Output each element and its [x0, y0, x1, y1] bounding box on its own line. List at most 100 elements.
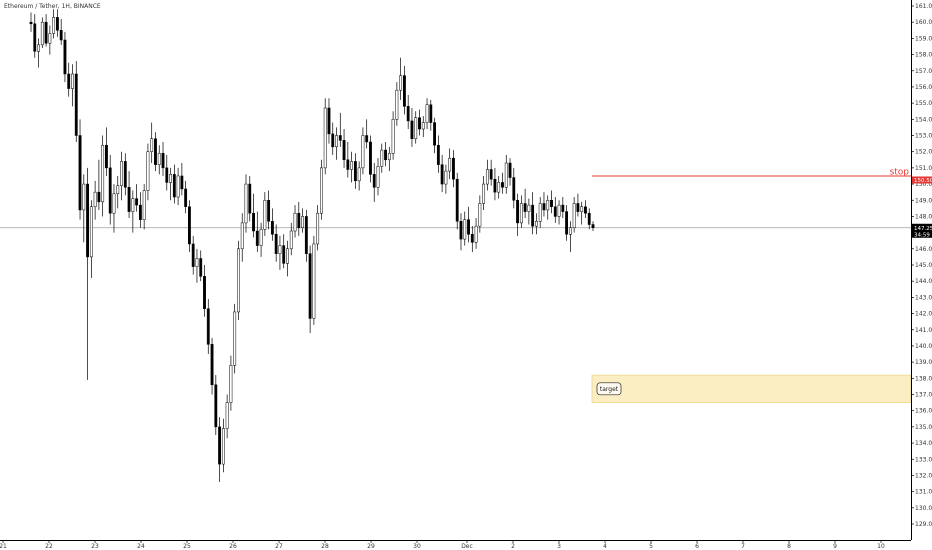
candle[interactable] — [97, 159, 101, 210]
candle[interactable] — [263, 192, 267, 236]
candle[interactable] — [399, 57, 403, 100]
candle[interactable] — [425, 98, 429, 130]
candle[interactable] — [101, 135, 105, 217]
candle[interactable] — [267, 190, 271, 230]
candle[interactable] — [538, 197, 542, 228]
symbol-label[interactable]: Ethereum / Tether, 1H, BINANCE — [4, 3, 101, 10]
candle[interactable] — [89, 200, 93, 278]
candle[interactable] — [55, 9, 59, 37]
candle[interactable] — [440, 154, 444, 193]
candle[interactable] — [406, 95, 410, 130]
candle[interactable] — [259, 222, 263, 257]
candle[interactable] — [274, 224, 278, 262]
candle[interactable] — [350, 151, 354, 183]
candle[interactable] — [546, 195, 550, 220]
candle[interactable] — [138, 192, 142, 228]
candle[interactable] — [195, 248, 199, 283]
candle[interactable] — [244, 174, 248, 233]
candle[interactable] — [402, 65, 406, 115]
candle[interactable] — [410, 107, 414, 147]
candle[interactable] — [59, 18, 63, 45]
candle[interactable] — [37, 38, 40, 68]
candle[interactable] — [255, 211, 259, 253]
candle[interactable] — [395, 82, 399, 126]
candle[interactable] — [576, 193, 580, 217]
candle[interactable] — [169, 167, 172, 201]
candle[interactable] — [150, 122, 154, 164]
candle[interactable] — [67, 62, 71, 97]
candle[interactable] — [293, 205, 297, 238]
candle[interactable] — [248, 175, 252, 222]
candle[interactable] — [320, 159, 323, 220]
candle[interactable] — [436, 135, 440, 173]
candle[interactable] — [135, 184, 139, 212]
candle[interactable] — [40, 17, 44, 49]
candle[interactable] — [565, 205, 569, 241]
candle[interactable] — [485, 159, 489, 191]
candle[interactable] — [478, 195, 482, 233]
candle[interactable] — [312, 235, 316, 325]
candle[interactable] — [384, 141, 387, 167]
candle[interactable] — [289, 222, 293, 256]
candle[interactable] — [387, 146, 391, 172]
candle[interactable] — [112, 184, 116, 233]
candle[interactable] — [108, 154, 112, 225]
candle[interactable] — [270, 208, 274, 241]
candle[interactable] — [187, 200, 191, 253]
candle[interactable] — [44, 14, 48, 47]
candle[interactable] — [470, 226, 474, 253]
candle[interactable] — [463, 211, 467, 246]
candle[interactable] — [316, 205, 320, 251]
candle[interactable] — [335, 127, 338, 160]
candle[interactable] — [116, 175, 120, 209]
candle[interactable] — [199, 250, 203, 282]
candle[interactable] — [452, 150, 455, 188]
candle[interactable] — [421, 116, 425, 138]
candle[interactable] — [550, 190, 553, 214]
candle[interactable] — [157, 145, 161, 175]
candle[interactable] — [429, 99, 433, 131]
candle[interactable] — [214, 375, 218, 435]
candle[interactable] — [327, 98, 331, 144]
candle[interactable] — [459, 213, 463, 251]
candle[interactable] — [74, 61, 78, 142]
target-label-box[interactable] — [596, 382, 622, 396]
candle[interactable] — [542, 192, 546, 217]
candle[interactable] — [154, 132, 157, 172]
candle[interactable] — [78, 119, 82, 220]
candle[interactable] — [323, 98, 327, 175]
candle[interactable] — [519, 195, 523, 228]
candle[interactable] — [523, 188, 527, 219]
candle[interactable] — [512, 167, 516, 209]
candle[interactable] — [448, 148, 452, 180]
candle[interactable] — [557, 200, 561, 225]
candle[interactable] — [342, 129, 346, 168]
candle[interactable] — [120, 151, 123, 201]
candle[interactable] — [580, 201, 584, 225]
candle[interactable] — [297, 201, 301, 236]
candle[interactable] — [282, 234, 286, 269]
candle[interactable] — [233, 303, 237, 374]
target-zone[interactable] — [591, 374, 912, 403]
candle[interactable] — [504, 154, 508, 194]
candle[interactable] — [489, 159, 493, 186]
candle[interactable] — [591, 221, 595, 232]
candle[interactable] — [142, 184, 146, 230]
candle[interactable] — [304, 209, 308, 262]
candle[interactable] — [229, 355, 233, 411]
candle[interactable] — [237, 240, 240, 321]
candle[interactable] — [372, 163, 376, 202]
candle[interactable] — [584, 200, 587, 219]
candle[interactable] — [482, 175, 486, 210]
candle[interactable] — [33, 14, 37, 58]
candle[interactable] — [123, 153, 127, 196]
candle[interactable] — [63, 31, 67, 83]
candle[interactable] — [71, 64, 74, 107]
candle[interactable] — [361, 127, 365, 175]
candle[interactable] — [346, 141, 350, 178]
candle[interactable] — [165, 154, 169, 191]
candle[interactable] — [48, 25, 52, 55]
candle[interactable] — [161, 141, 165, 176]
candle[interactable] — [52, 9, 56, 39]
